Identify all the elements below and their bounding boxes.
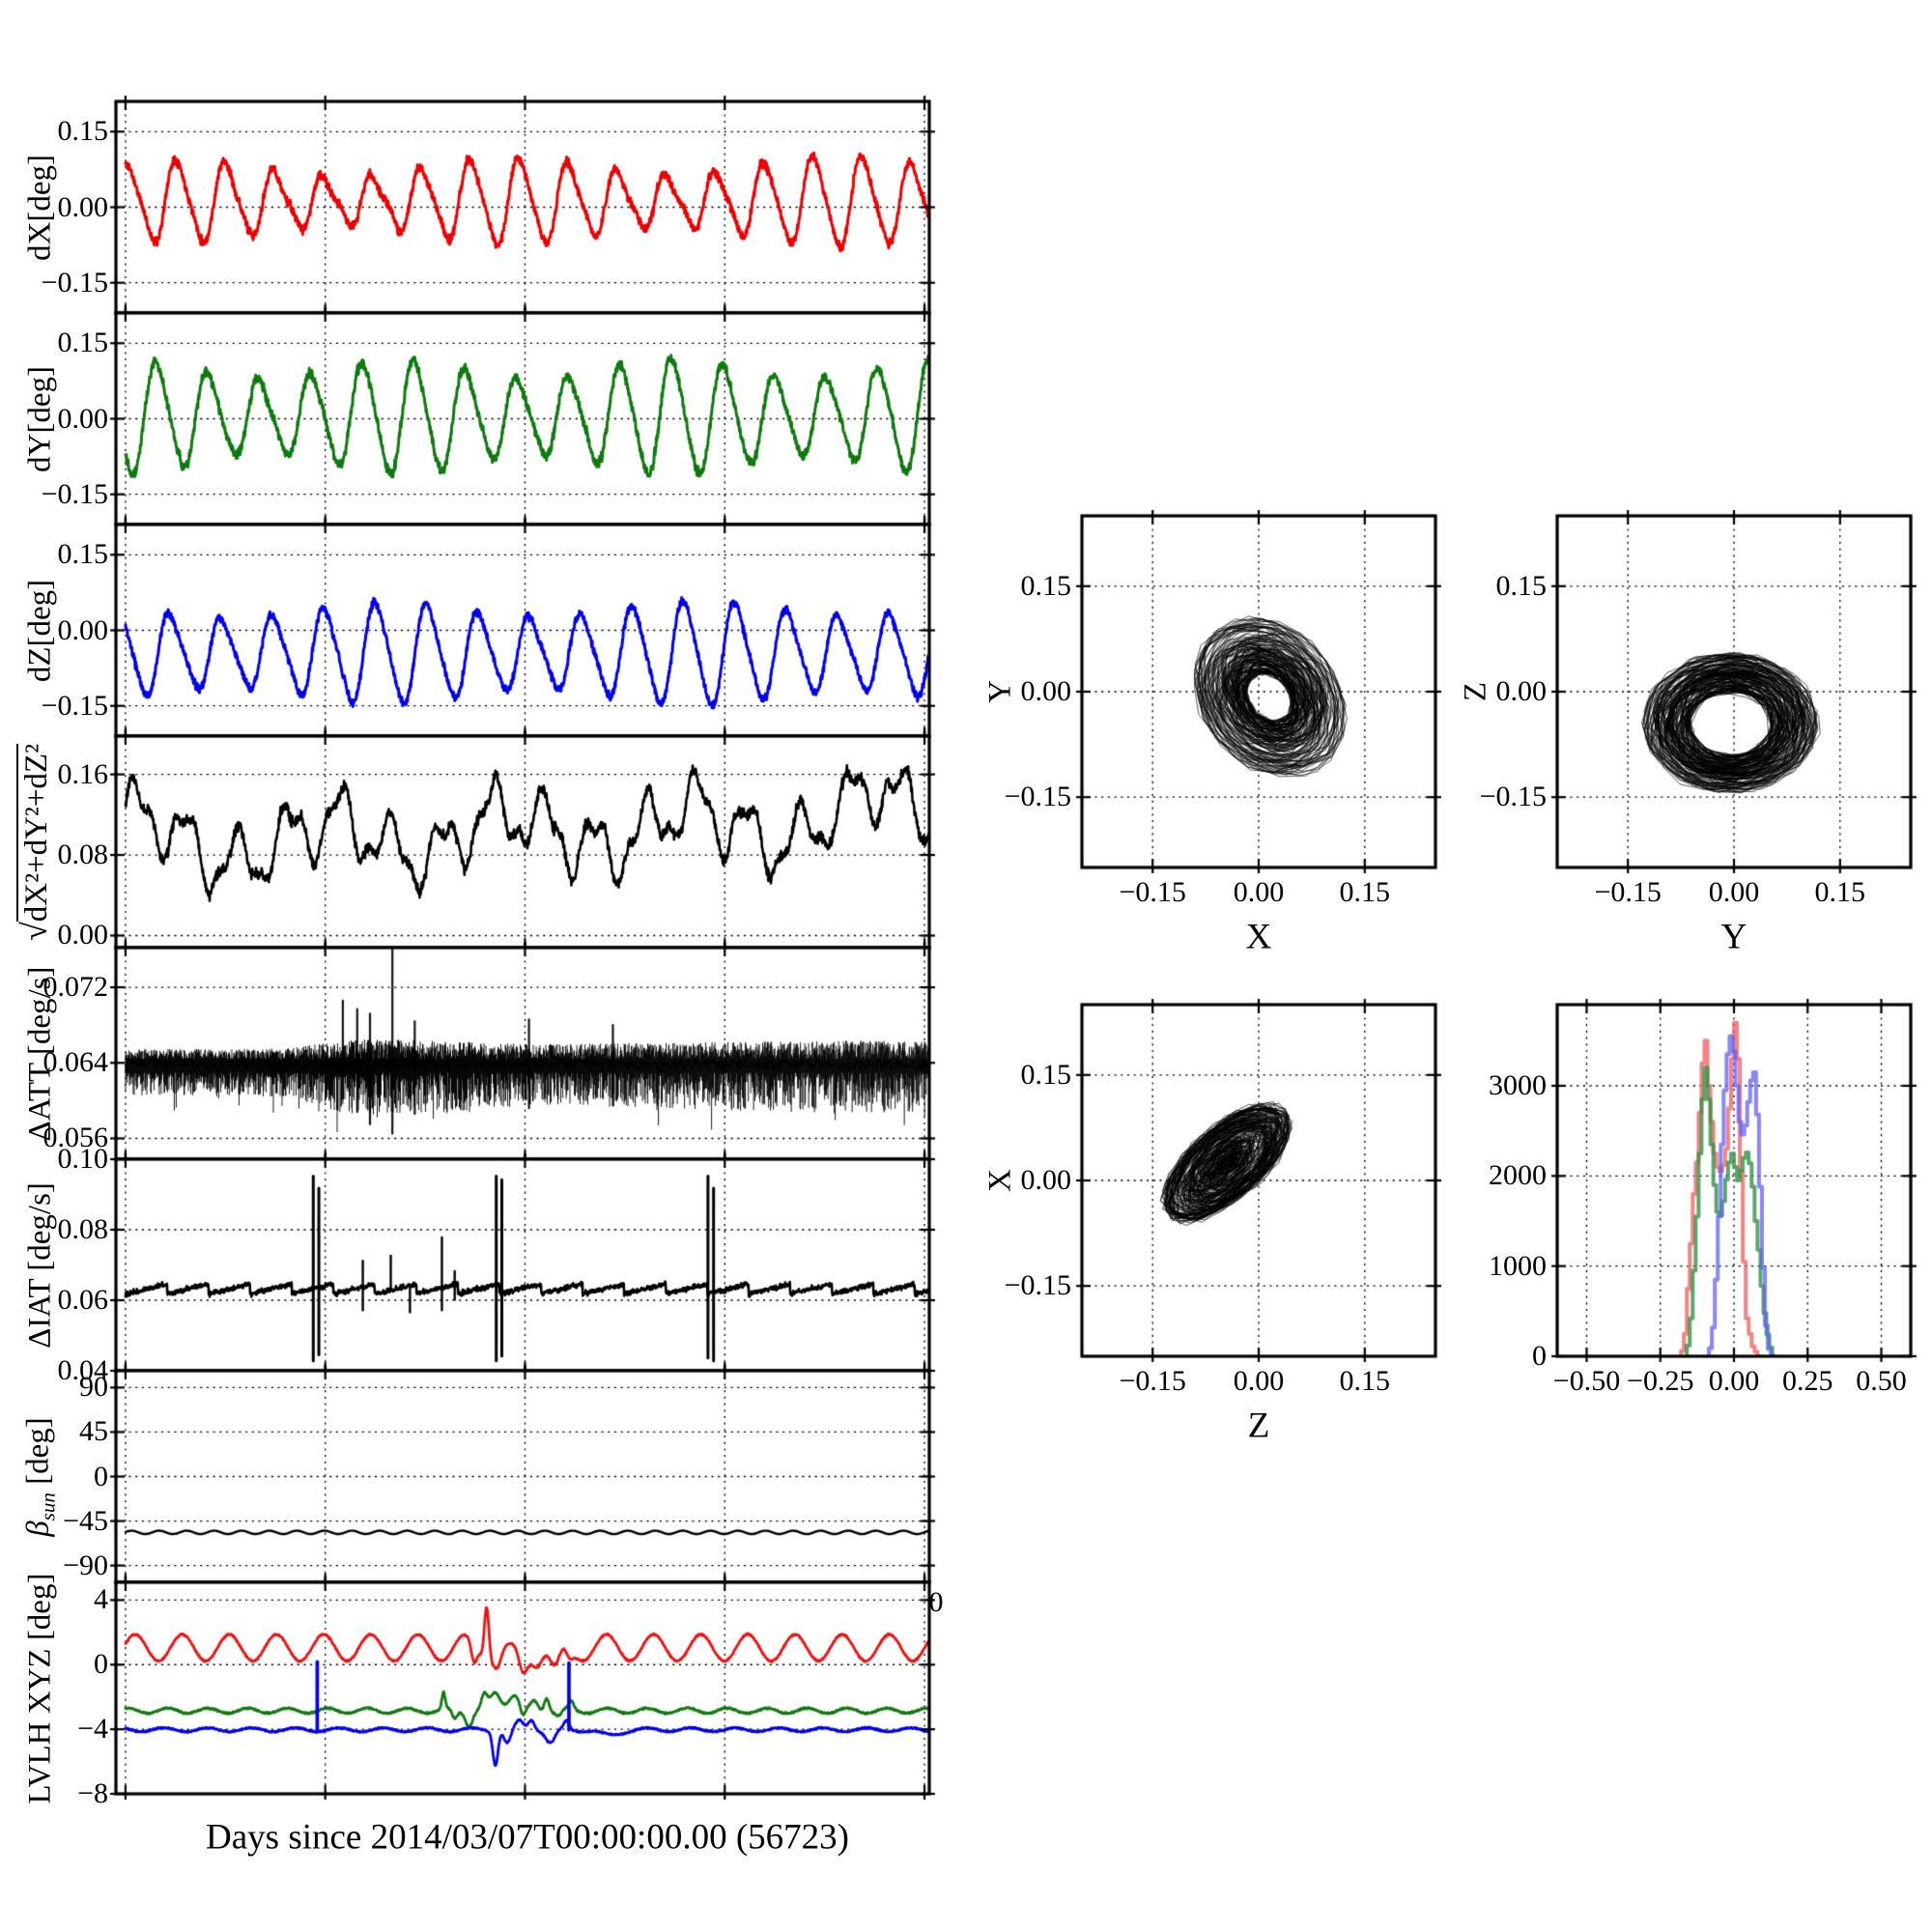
mag-ytick-2: 0.00 [57,919,109,952]
panel-dz-canvas [108,517,937,744]
scatter-zy-xlabel: Y [1720,917,1747,957]
beta-unit: [deg] [20,1416,56,1492]
lvlh-ytick-0: 4 [94,1583,108,1616]
scatter-yx-ytick-0: 0.15 [1020,569,1072,602]
beta-ytick-4: −90 [63,1548,108,1581]
hist-ytick-3: 0 [1532,1340,1547,1372]
panel-scatter-zy-canvas [1549,508,1918,875]
sqrt-radicand: dX²+dY²+dZ² [16,743,54,922]
lvlh-ytick-2: −4 [77,1713,108,1746]
panel-datt-canvas [108,940,937,1167]
dy-ytick-1: 0.00 [57,402,109,435]
lvlh-ytick-1: 0 [94,1648,108,1681]
scatter-yx-ylabel: Y [982,680,1018,703]
panel-hist-canvas [1549,997,1918,1364]
hist-xtick-2: 0.00 [1708,1365,1760,1397]
beta-ytick-2: 0 [94,1460,108,1492]
dz-ytick-2: −0.15 [41,689,108,722]
beta-symbol: β [20,1520,56,1537]
scatter-zy-ytick-0: 0.15 [1495,569,1548,602]
scatter-xz-ylabel: X [982,1169,1018,1192]
diat-ytick-2: 0.06 [57,1284,109,1316]
scatter-xz-ytick-1: 0.00 [1020,1164,1072,1196]
beta-subscript: sun [36,1492,60,1520]
scatter-yx-ytick-1: 0.00 [1020,675,1072,707]
diat-ylabel: ΔIAT [deg/s] [22,1181,58,1349]
dy-ytick-2: −0.15 [41,477,108,510]
datt-ytick-1: 0.064 [43,1046,109,1079]
scatter-zy-ylabel: Z [1458,681,1493,702]
diat-ytick-3: 0.04 [57,1354,109,1386]
hist-xtick-0: −0.50 [1552,1365,1621,1397]
scatter-xz-xtick-1: 0.00 [1233,1365,1285,1397]
panel-mag-canvas [108,728,937,955]
dx-ytick-0: 0.15 [57,115,109,148]
hist-ytick-0: 3000 [1489,1069,1547,1101]
panel-scatter-xz-canvas [1074,997,1443,1364]
beta-ytick-1: 45 [79,1415,108,1448]
datt-ytick-2: 0.056 [43,1122,109,1154]
scatter-xz-xtick-2: 0.15 [1339,1365,1391,1397]
mag-ylabel: √dX²+dY²+dZ² [14,743,55,941]
scatter-zy-ytick-1: 0.00 [1495,675,1548,707]
beta-ytick-0: 90 [79,1371,108,1404]
datt-ytick-0: 0.072 [43,971,109,1004]
dy-ytick-0: 0.15 [57,327,109,359]
dz-ytick-0: 0.15 [57,538,109,571]
panel-dy-canvas [108,305,937,532]
scatter-zy-ytick-2: −0.15 [1479,781,1547,813]
scatter-zy-xtick-1: 0.00 [1708,876,1760,908]
panel-dx-canvas [108,94,937,321]
scatter-zy-xtick-2: 0.15 [1814,876,1866,908]
sqrt-symbol: √ [15,921,54,941]
hist-ytick-2: 1000 [1489,1249,1547,1282]
mag-ytick-0: 0.16 [57,757,109,790]
datt-ylabel: ΔATT [deg/s] [22,965,58,1142]
scatter-xz-xtick-0: −0.15 [1119,1365,1186,1397]
beta-ytick-3: −45 [63,1504,108,1537]
hist-xtick-4: 0.50 [1856,1365,1907,1397]
dx-ytick-2: −0.15 [41,266,108,298]
panel-beta-canvas [108,1363,937,1590]
beta-ylabel: βsun [deg] [21,1417,61,1537]
scatter-xz-ytick-0: 0.15 [1020,1058,1072,1091]
diat-ytick-0: 0.10 [57,1143,109,1175]
diat-ytick-1: 0.08 [57,1213,109,1245]
dz-ytick-1: 0.00 [57,613,109,646]
hist-xtick-1: −0.25 [1627,1365,1694,1397]
dy-ylabel: dY[deg] [22,365,58,472]
lvlh-ytick-3: −8 [77,1777,108,1809]
dx-ylabel: dX[deg] [22,154,58,261]
dx-ytick-1: 0.00 [57,190,109,223]
hist-ytick-1: 2000 [1489,1159,1547,1192]
scatter-yx-xtick-0: −0.15 [1119,876,1186,908]
lvlh-ylabel: LVLH XYZ [deg] [22,1573,58,1804]
mag-ytick-1: 0.08 [57,838,109,871]
scatter-yx-xlabel: X [1245,917,1272,957]
panel-diat-canvas [108,1151,937,1378]
dz-ylabel: dZ[deg] [22,579,58,682]
hist-xtick-3: 0.25 [1782,1365,1833,1397]
panel-lvlh-canvas [108,1575,937,1802]
scatter-zy-xtick-0: −0.15 [1594,876,1662,908]
panel-scatter-yx-canvas [1074,508,1443,875]
x-axis-label: Days since 2014/03/07T00:00:00.00 (56723… [206,1817,849,1858]
scatter-xz-xlabel: Z [1247,1406,1270,1446]
scatter-yx-ytick-2: −0.15 [1004,781,1071,813]
scatter-xz-ytick-2: −0.15 [1004,1269,1071,1302]
scatter-yx-xtick-1: 0.00 [1233,876,1285,908]
scatter-yx-xtick-2: 0.15 [1339,876,1391,908]
